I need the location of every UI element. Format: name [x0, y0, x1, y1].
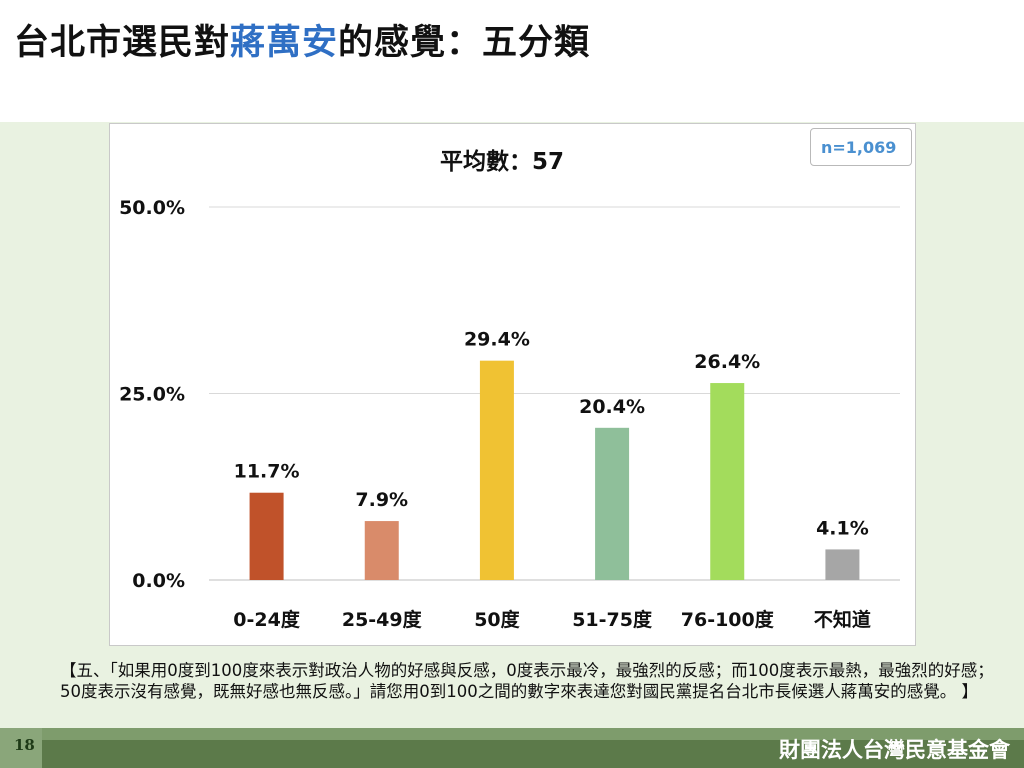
data-label: 20.4% [579, 396, 645, 418]
title-prefix: 台北市選民對 [14, 23, 231, 63]
footer-strip [42, 728, 1024, 740]
organization-name: 財團法人台灣民意基金會 [779, 738, 1010, 762]
question-note: 【五、「如果用0度到100度來表示對政治人物的好感與反感，0度表示最冷，最強烈的… [60, 661, 994, 701]
sample-size-badge: n=1,069 [810, 128, 912, 166]
data-label: 4.1% [816, 517, 869, 539]
y-tick-label: 50.0% [119, 197, 185, 219]
bar [825, 549, 860, 580]
chart-title: 平均數：57 [440, 149, 565, 175]
page-number: 18 [14, 736, 35, 754]
bar [249, 492, 284, 580]
bar [364, 521, 399, 580]
x-tick-label: 50度 [474, 608, 520, 631]
x-tick-label: 76-100度 [681, 608, 775, 631]
x-tick-label: 不知道 [814, 608, 871, 631]
x-tick-label: 51-75度 [572, 608, 653, 631]
data-label: 7.9% [355, 489, 408, 511]
footer-page-block [0, 728, 42, 768]
y-tick-label: 25.0% [119, 384, 185, 406]
title-suffix: 的感覺：五分類 [338, 23, 591, 63]
x-tick-label: 0-24度 [233, 608, 301, 631]
page-title: 台北市選民對蔣萬安的感覺：五分類 [14, 14, 590, 65]
bar [479, 360, 514, 580]
bar [595, 427, 630, 580]
data-label: 26.4% [694, 351, 760, 373]
data-label: 11.7% [234, 461, 300, 483]
data-label: 29.4% [464, 329, 530, 351]
y-tick-label: 0.0% [132, 570, 185, 592]
x-tick-label: 25-49度 [342, 608, 423, 631]
bar [710, 383, 745, 580]
title-highlight: 蔣萬安 [230, 23, 339, 63]
